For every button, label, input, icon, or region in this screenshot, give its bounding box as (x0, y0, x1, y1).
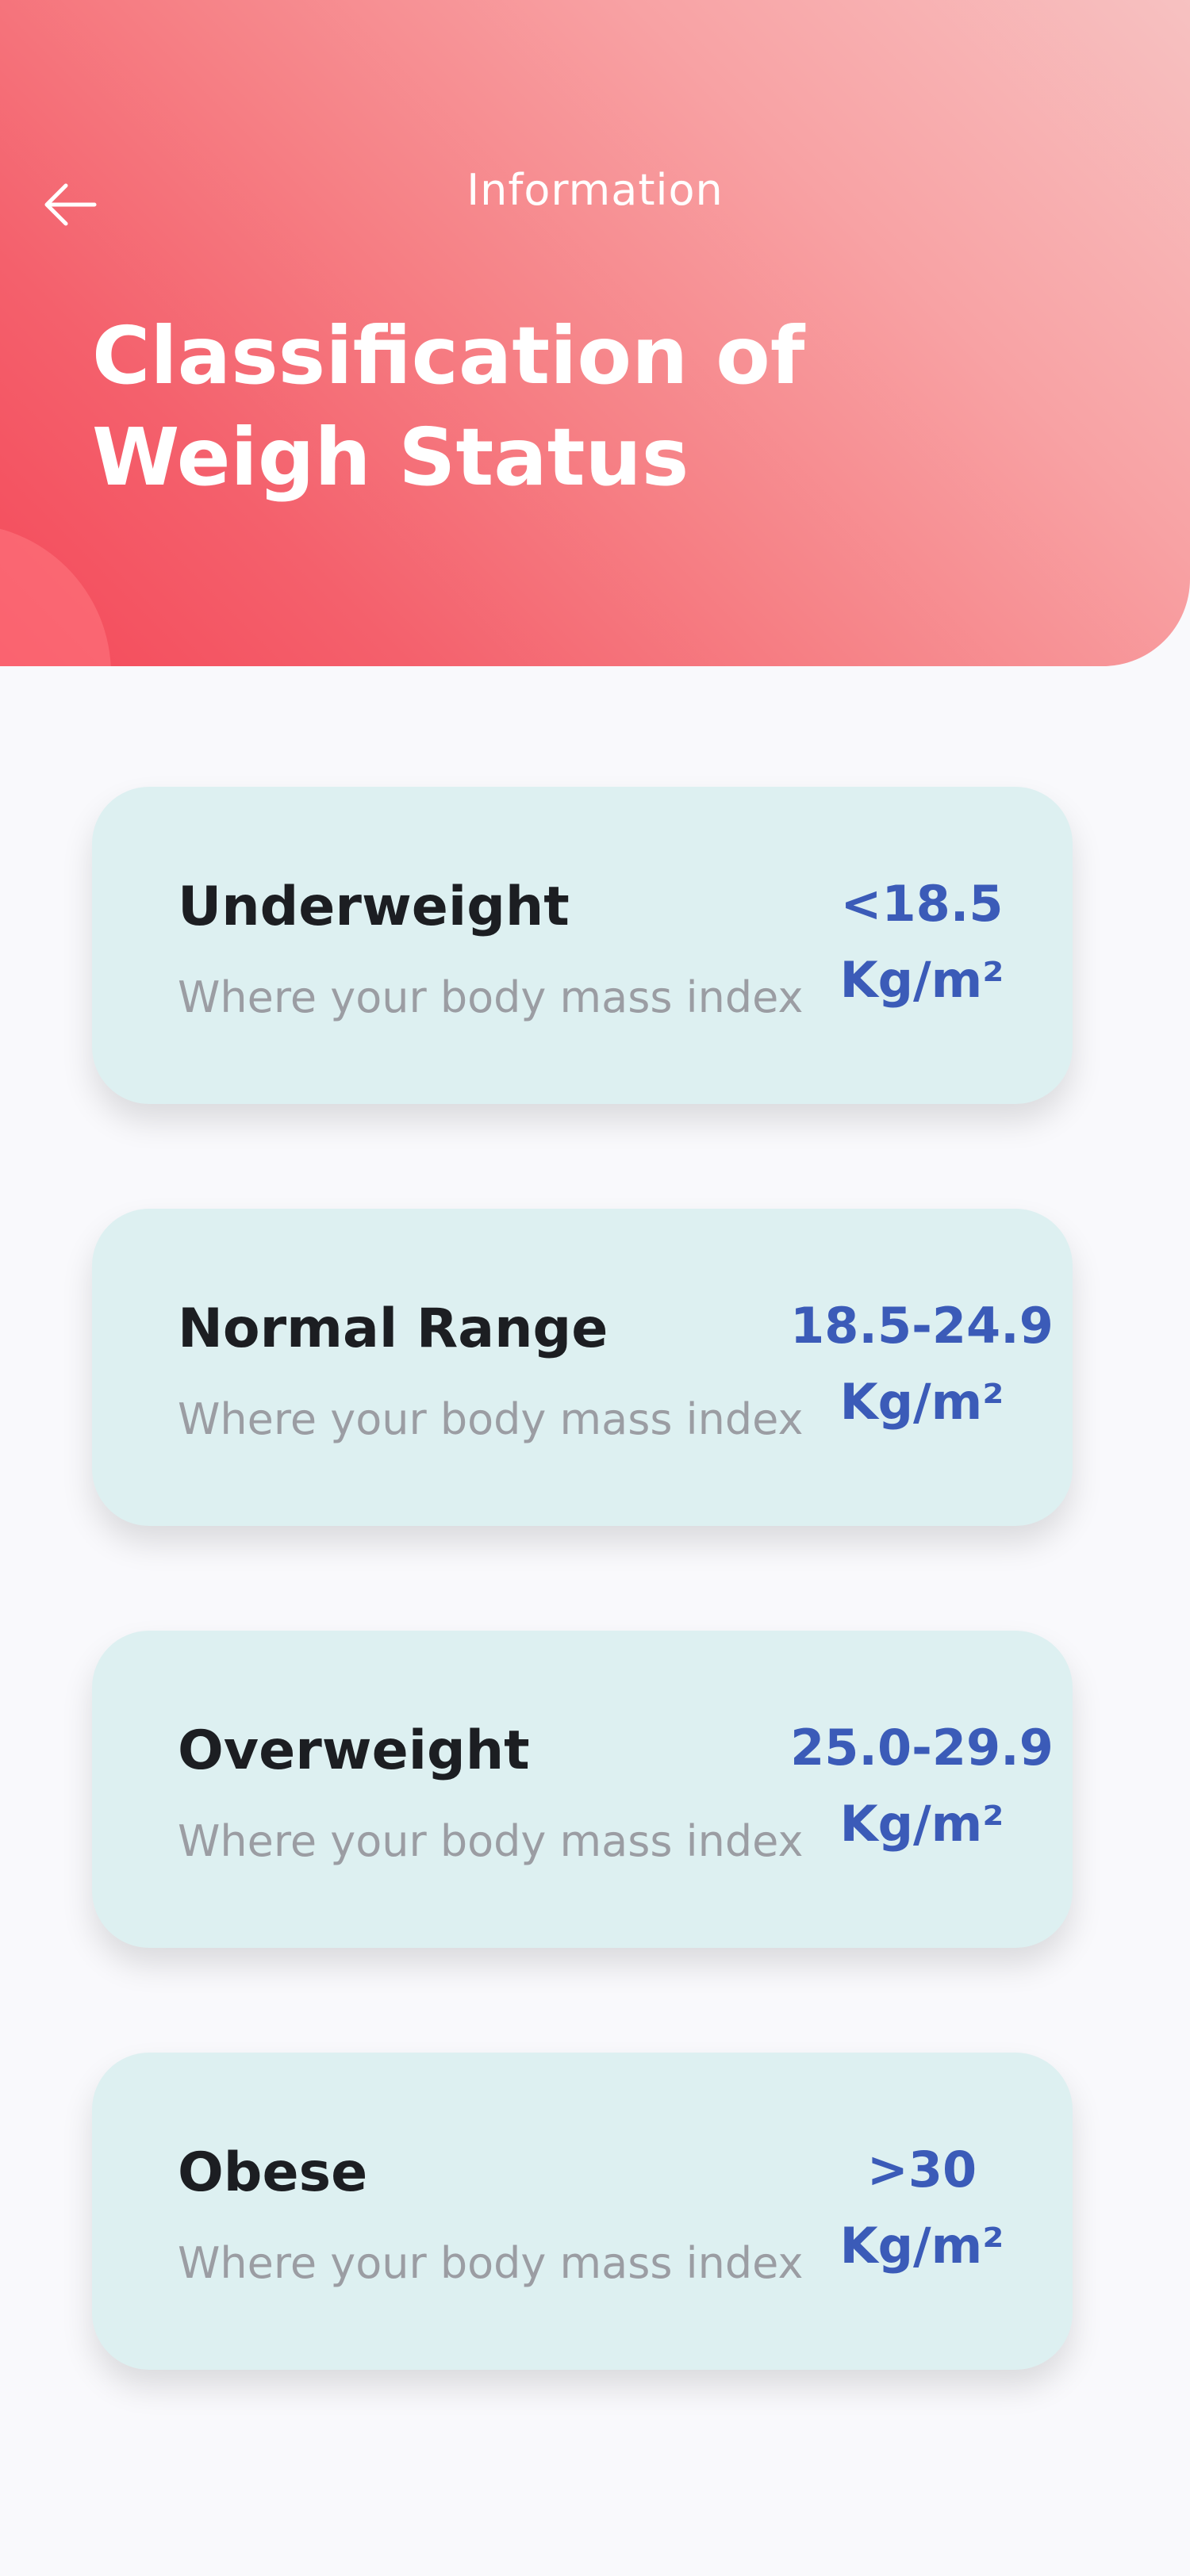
classification-card-obese[interactable]: Obese Where your body mass index >30 Kg/… (92, 2053, 1073, 2370)
bmi-range-value: >30 (866, 2141, 977, 2198)
header-title: Information (466, 165, 724, 215)
bmi-range: 18.5-24.9 Kg/m² (787, 1288, 1057, 1440)
classification-card-underweight[interactable]: Underweight Where your body mass index <… (92, 787, 1073, 1104)
classification-list: Underweight Where your body mass index <… (92, 787, 1073, 2474)
back-button[interactable] (36, 171, 103, 238)
bmi-range-unit: Kg/m² (839, 1373, 1004, 1431)
card-subtitle: Where your body mass index (178, 1816, 804, 1866)
card-subtitle: Where your body mass index (178, 972, 804, 1022)
bmi-range-value: 18.5-24.9 (790, 1297, 1054, 1355)
bmi-range-unit: Kg/m² (839, 2217, 1004, 2275)
page-title: Classification of Weigh Status (92, 305, 885, 508)
card-title: Normal Range (178, 1298, 608, 1360)
card-subtitle: Where your body mass index (178, 1394, 804, 1444)
classification-card-overweight[interactable]: Overweight Where your body mass index 25… (92, 1631, 1073, 1948)
bmi-range-value: 25.0-29.9 (790, 1719, 1054, 1777)
page-title-line-2: Weigh Status (92, 411, 689, 504)
page-title-line-1: Classification of (92, 309, 805, 402)
card-title: Underweight (178, 876, 570, 938)
card-title: Overweight (178, 1719, 530, 1782)
classification-card-normal-range[interactable]: Normal Range Where your body mass index … (92, 1209, 1073, 1526)
bmi-range-value: <18.5 (840, 875, 1004, 933)
bmi-range: 25.0-29.9 Kg/m² (787, 1710, 1057, 1862)
card-title: Obese (178, 2141, 368, 2204)
header-decoration-circle (0, 523, 111, 666)
arrow-left-icon (44, 183, 97, 226)
card-subtitle: Where your body mass index (178, 2238, 804, 2288)
bmi-range-unit: Kg/m² (839, 951, 1004, 1009)
bmi-range: >30 Kg/m² (787, 2132, 1057, 2284)
bmi-range-unit: Kg/m² (839, 1795, 1004, 1853)
bmi-range: <18.5 Kg/m² (787, 866, 1057, 1018)
header: Information Classification of Weigh Stat… (0, 0, 1190, 666)
